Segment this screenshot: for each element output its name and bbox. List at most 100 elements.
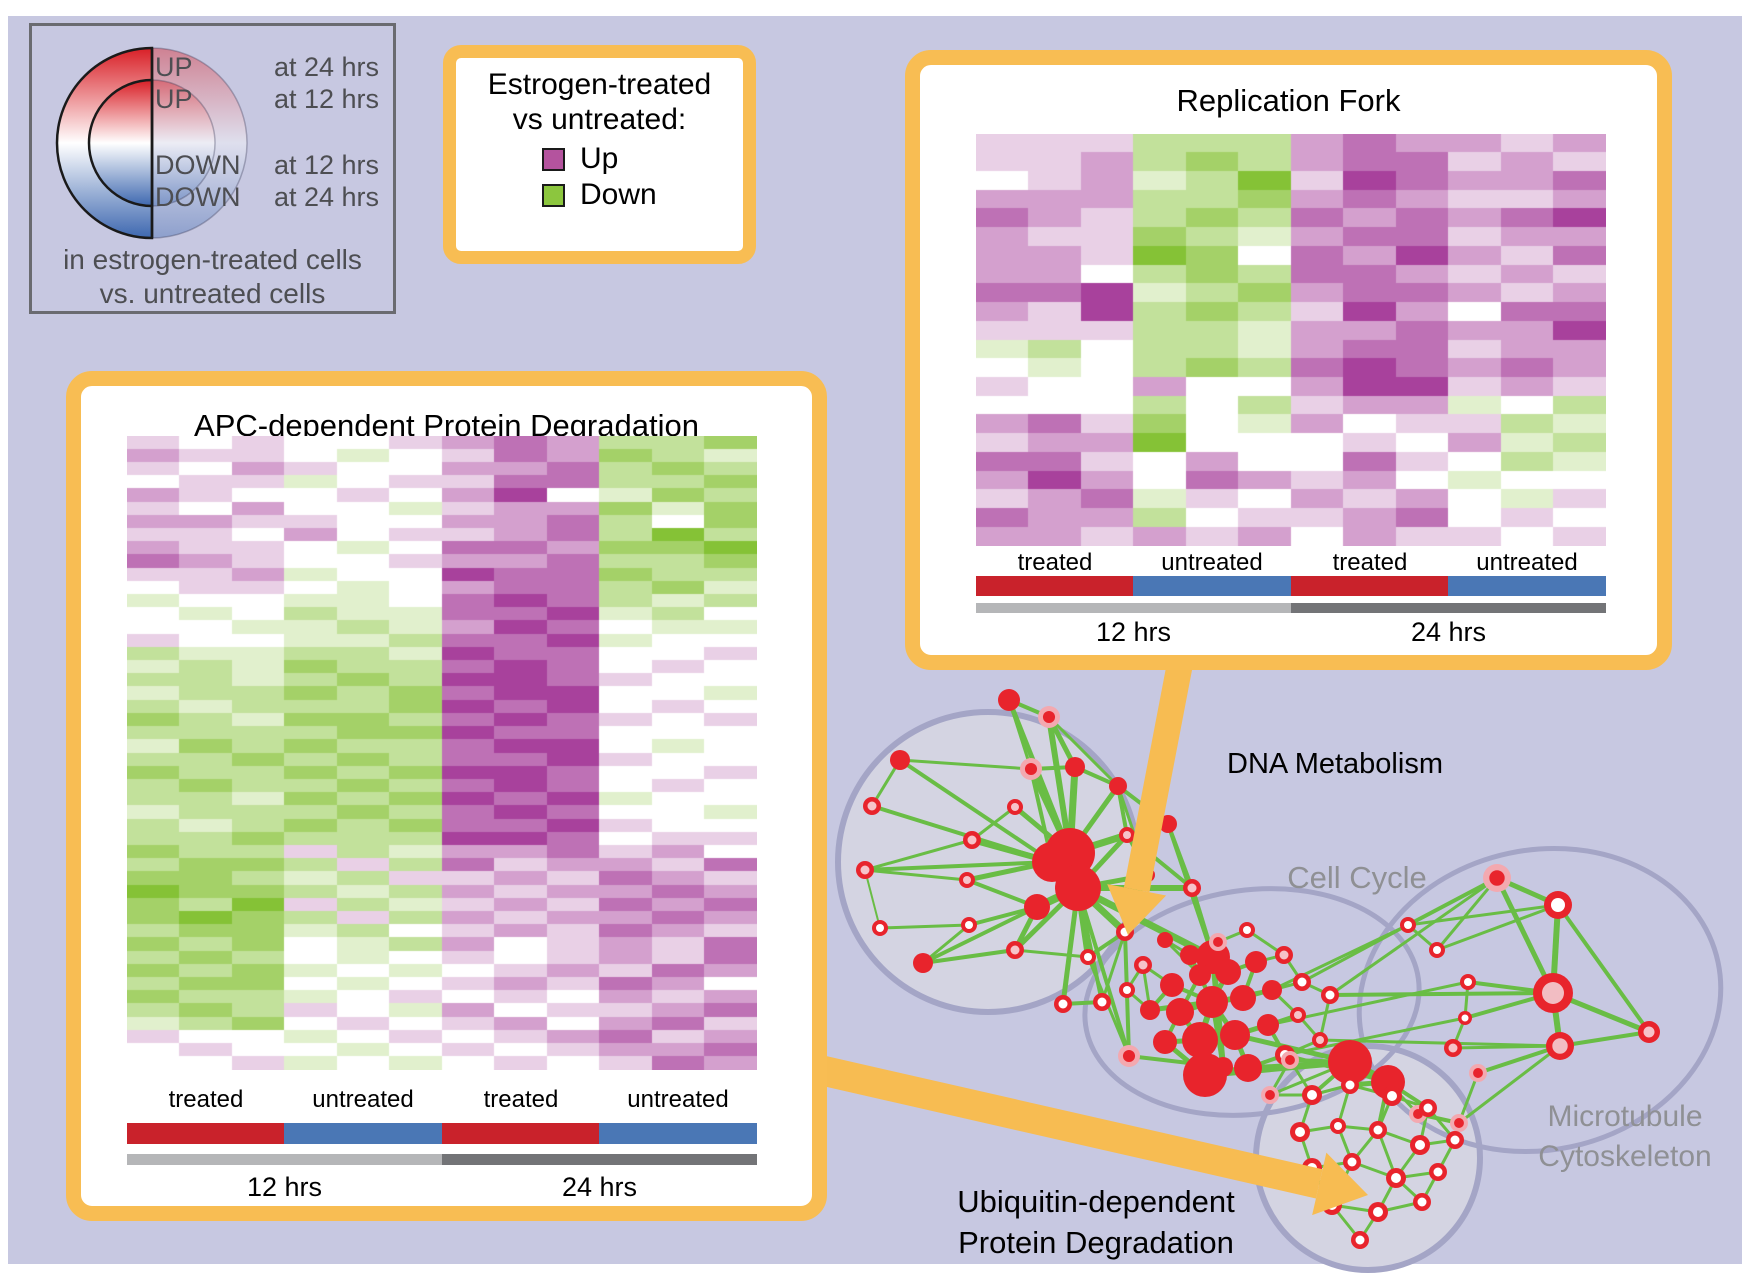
network-edge (1559, 1030, 1650, 1048)
network-node (1638, 1021, 1660, 1043)
rf-24hrs-label: 24 hrs (1410, 617, 1487, 647)
network-node (913, 953, 933, 973)
network-node (1119, 827, 1135, 843)
network-node (1328, 1040, 1372, 1084)
ring-up-24-direction: UP (155, 52, 193, 82)
network-node (1458, 1011, 1472, 1025)
network-node (1189, 964, 1211, 986)
cell-cycle-label: Cell Cycle (1287, 860, 1427, 895)
network-node (1220, 1020, 1250, 1050)
ring-down-12-time: at 12 hrs (273, 150, 379, 180)
network-node (1410, 1135, 1430, 1155)
network-node (1290, 1007, 1306, 1023)
network-node (1312, 1032, 1328, 1048)
network-node (1444, 1039, 1462, 1057)
network-edge (1007, 699, 1033, 770)
apc-24hrs-bar (442, 1154, 757, 1165)
network-node (1341, 1076, 1359, 1094)
network-node (1054, 995, 1072, 1013)
network-edge (864, 860, 1053, 872)
network-node (1413, 1193, 1431, 1211)
network-node (1118, 1045, 1140, 1067)
replication-fork-panel: Replication Fork treated untreated treat… (905, 50, 1672, 670)
arrow-replication-fork-to-dna (1107, 645, 1196, 935)
apc-untreated-bar-2 (599, 1123, 757, 1144)
network-edge (1014, 948, 1089, 959)
network-node (1544, 891, 1572, 919)
rf-24hrs-bar (1291, 603, 1606, 613)
network-node (890, 750, 910, 770)
replication-fork-heatmap (976, 134, 1606, 546)
network-node (1386, 1168, 1406, 1188)
network-node (1182, 1022, 1218, 1058)
network-node (1055, 865, 1101, 911)
network-node (1533, 973, 1573, 1013)
updown-legend-box: Estrogen-treated vs untreated: Up Down (443, 45, 756, 264)
network-node (1546, 1032, 1574, 1060)
network-edge (922, 948, 1016, 965)
apc-12hrs-bar (127, 1154, 442, 1165)
network-node (856, 861, 874, 879)
network-node (1460, 974, 1476, 990)
down-label: Down (580, 178, 657, 211)
network-edge (864, 838, 973, 872)
network-node (1093, 993, 1111, 1011)
ring-inner-right-half (151, 79, 216, 207)
network-node (1321, 986, 1339, 1004)
network-node (1351, 1231, 1369, 1249)
network-node (1261, 1086, 1279, 1104)
network-node (1302, 1085, 1322, 1105)
network-node (1140, 1000, 1160, 1020)
network-edge (971, 805, 1016, 842)
network-node (1330, 1118, 1346, 1134)
ring-inner-left-half (87, 78, 154, 208)
network-edge (899, 758, 1032, 771)
network-edge (1452, 1044, 1561, 1050)
rf-treated-bar-2 (1291, 576, 1449, 596)
ring-down-24-direction: DOWN (155, 182, 241, 212)
apc-heatmap (127, 436, 757, 1070)
network-node (1160, 973, 1184, 997)
network-node (959, 872, 975, 888)
network-node (1483, 864, 1511, 892)
network-edge (1407, 876, 1498, 927)
network-node (1209, 933, 1227, 951)
network-node (1230, 985, 1256, 1011)
apc-group-label-3: treated (483, 1086, 559, 1113)
up-label: Up (580, 142, 619, 175)
network-node (1257, 1014, 1279, 1036)
network-node (1400, 917, 1416, 933)
network-edge (1458, 1044, 1561, 1125)
network-node (1215, 959, 1241, 985)
network-node (1024, 894, 1050, 920)
ring-down-12-direction: DOWN (155, 150, 241, 180)
apc-group-label-4: untreated (627, 1086, 729, 1113)
ring-up-24-time: at 24 hrs (273, 52, 379, 82)
network-edge (1100, 931, 1127, 1003)
rf-12hrs-label: 12 hrs (1095, 617, 1172, 647)
network-edge (922, 905, 1038, 965)
rf-group-label-3: treated (1332, 549, 1408, 576)
ring-down-24-time: at 24 hrs (273, 182, 379, 212)
network-node (1368, 1202, 1388, 1222)
down-color-swatch (542, 184, 565, 207)
network-node (1159, 815, 1177, 833)
ring-up-12-time: at 12 hrs (273, 84, 379, 114)
rf-group-label-2: untreated (1161, 549, 1263, 576)
network-node (1382, 1086, 1402, 1106)
network-edge (1047, 715, 1120, 788)
microtubule-label-line1: Microtubule (1547, 1100, 1703, 1133)
network-node (1290, 1122, 1310, 1142)
network-node (998, 689, 1020, 711)
network-node (1196, 986, 1228, 1018)
rf-12hrs-bar (976, 603, 1291, 613)
apc-panel: APC-dependent Protein Degradation treate… (66, 371, 827, 1221)
network-node (863, 797, 881, 815)
network-node (1038, 706, 1060, 728)
network-node (1239, 922, 1255, 938)
rf-untreated-bar-1 (1133, 576, 1291, 596)
network-node (1080, 949, 1096, 965)
network-edge (1494, 876, 1556, 995)
network-edge (864, 868, 968, 882)
